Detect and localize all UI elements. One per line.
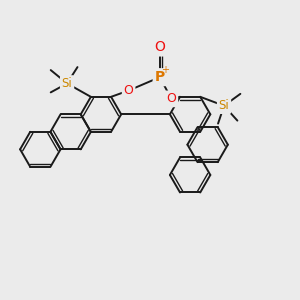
Text: O: O <box>124 84 134 97</box>
Text: P: P <box>155 70 165 84</box>
Text: +: + <box>161 65 169 75</box>
Text: O: O <box>167 92 176 105</box>
Text: O: O <box>154 40 165 55</box>
Text: Si: Si <box>62 77 72 90</box>
Text: Si: Si <box>219 99 230 112</box>
